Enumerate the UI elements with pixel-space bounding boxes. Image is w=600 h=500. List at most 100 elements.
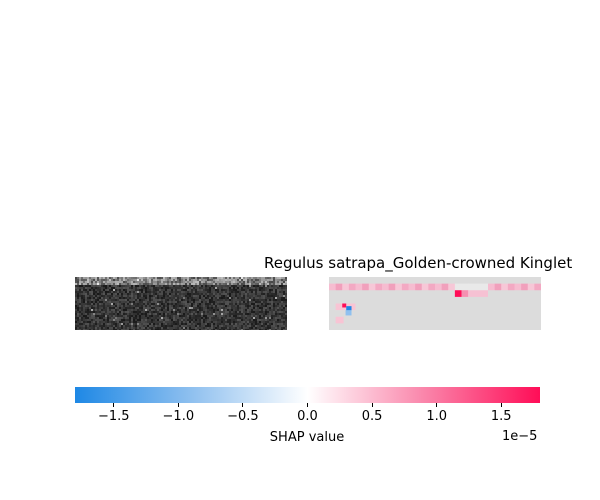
spectrogram-pixel — [229, 323, 231, 325]
spectrogram-pixel — [237, 313, 239, 315]
spectrogram-pixel — [271, 277, 273, 279]
shap-cell — [461, 310, 469, 318]
spectrogram-pixel — [91, 321, 93, 323]
spectrogram-pixel — [281, 301, 283, 303]
spectrogram-pixel — [141, 319, 143, 321]
spectrogram-pixel — [207, 277, 209, 279]
spectrogram-pixel — [125, 315, 127, 317]
spectrogram-pixel — [217, 285, 219, 287]
spectrogram-pixel — [263, 283, 265, 285]
spectrogram-pixel — [231, 329, 233, 330]
spectrogram-pixel — [189, 305, 191, 307]
spectrogram-pixel — [163, 301, 165, 303]
spectrogram-pixel — [87, 291, 89, 293]
spectrogram-pixel — [219, 323, 221, 325]
spectrogram-pixel — [123, 291, 125, 293]
spectrogram-pixel — [171, 329, 173, 330]
spectrogram-pixel — [107, 301, 109, 303]
spectrogram-pixel — [219, 281, 221, 283]
shap-cell — [348, 323, 356, 330]
spectrogram-pixel — [193, 295, 195, 297]
shap-cell — [342, 316, 350, 324]
shap-cell — [514, 323, 522, 330]
spectrogram-pixel — [115, 329, 117, 330]
shap-cell — [382, 277, 389, 284]
spectrogram-pixel — [173, 327, 175, 329]
spectrogram-pixel — [135, 293, 137, 295]
spectrogram-pixel — [205, 309, 207, 311]
spectrogram-pixel — [103, 329, 105, 330]
spectrogram-pixel — [139, 277, 141, 279]
shap-cell — [329, 290, 336, 298]
spectrogram-pixel — [257, 323, 259, 325]
spectrogram-pixel — [167, 277, 169, 279]
spectrogram-pixel — [247, 313, 249, 315]
spectrogram-pixel — [233, 307, 235, 309]
spectrogram-pixel — [271, 285, 273, 287]
spectrogram-pixel — [279, 293, 281, 295]
spectrogram-pixel — [249, 297, 251, 299]
spectrogram-pixel — [191, 321, 193, 323]
spectrogram-pixel — [189, 299, 191, 301]
spectrogram-pixel — [189, 319, 191, 321]
spectrogram-pixel — [133, 327, 135, 329]
spectrogram-pixel — [149, 317, 151, 319]
spectrogram-pixel — [269, 285, 271, 287]
spectrogram-pixel — [109, 321, 111, 323]
spectrogram-pixel — [113, 299, 115, 301]
spectrogram-pixel — [209, 291, 211, 293]
spectrogram-pixel — [219, 329, 221, 330]
spectrogram-pixel — [215, 279, 217, 281]
spectrogram-pixel — [147, 323, 149, 325]
spectrogram-pixel — [265, 329, 267, 330]
spectrogram-pixel — [129, 283, 131, 285]
spectrogram-pixel — [217, 325, 219, 327]
spectrogram-pixel — [109, 327, 111, 329]
spectrogram-pixel — [259, 283, 261, 285]
spectrogram-pixel — [205, 291, 207, 293]
spectrogram-pixel — [271, 323, 273, 325]
spectrogram-pixel — [139, 291, 141, 293]
spectrogram-pixel — [259, 289, 261, 291]
spectrogram-pixel — [173, 289, 175, 291]
spectrogram-pixel — [203, 305, 205, 307]
spectrogram-pixel — [283, 297, 285, 299]
spectrogram-pixel — [251, 311, 253, 313]
spectrogram-pixel — [255, 279, 257, 281]
spectrogram-pixel — [179, 315, 181, 317]
spectrogram-pixel — [263, 281, 265, 283]
spectrogram-pixel — [243, 319, 245, 321]
spectrogram-pixel — [161, 321, 163, 323]
spectrogram-pixel — [193, 291, 195, 293]
spectrogram-pixel — [227, 323, 229, 325]
shap-cell — [507, 296, 515, 304]
spectrogram-pixel — [283, 329, 285, 330]
spectrogram-pixel — [223, 291, 225, 293]
spectrogram-pixel — [131, 325, 133, 327]
spectrogram-pixel — [235, 315, 237, 317]
spectrogram-pixel — [243, 311, 245, 313]
spectrogram-pixel — [157, 301, 159, 303]
spectrogram-pixel — [155, 329, 157, 330]
spectrogram-pixel — [169, 299, 171, 301]
spectrogram-pixel — [151, 281, 153, 283]
spectrogram-pixel — [225, 303, 227, 305]
shap-cell — [494, 283, 502, 291]
spectrogram-pixel — [251, 289, 253, 291]
spectrogram-pixel — [261, 291, 263, 293]
spectrogram-pixel — [185, 289, 187, 291]
spectrogram-pixel — [257, 295, 259, 297]
spectrogram-pixel — [147, 329, 149, 330]
shap-cell — [348, 283, 356, 291]
spectrogram-pixel — [169, 289, 171, 291]
spectrogram-pixel — [243, 321, 245, 323]
spectrogram-pixel — [213, 323, 215, 325]
spectrogram-pixel — [81, 283, 83, 285]
spectrogram-pixel — [127, 317, 129, 319]
spectrogram-pixel — [99, 287, 101, 289]
spectrogram-pixel — [161, 319, 163, 321]
spectrogram-pixel — [281, 295, 283, 297]
spectrogram-pixel — [77, 283, 79, 285]
spectrogram-pixel — [225, 311, 227, 313]
spectrogram-pixel — [115, 313, 117, 315]
